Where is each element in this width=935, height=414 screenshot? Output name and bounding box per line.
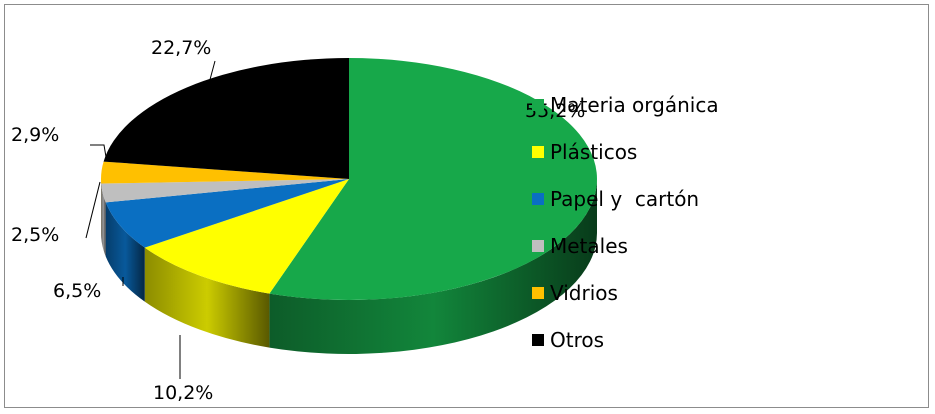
legend-swatch	[532, 239, 544, 252]
data-label-plasticos: 10,2%	[153, 382, 213, 404]
pie-top	[101, 58, 597, 300]
legend-swatch	[532, 333, 544, 346]
data-label-metales: 2,5%	[11, 224, 59, 246]
pie-chart: 55,2%10,2%6,5%2,5%2,9%22,7%	[11, 37, 597, 404]
legend-item-papel-y-carton: Papel y cartón	[532, 175, 719, 222]
legend-swatch	[532, 192, 544, 205]
legend: Materia orgánica Plásticos Papel y cartón M…	[532, 81, 719, 363]
leader-line-metales	[85, 181, 101, 239]
legend-item-otros: Otros	[532, 316, 719, 363]
legend-item-materia-organica: Materia orgánica	[532, 81, 719, 128]
legend-label: Metales	[550, 233, 628, 258]
leader-line-otros	[207, 60, 216, 88]
legend-item-plasticos: Plásticos	[532, 128, 719, 175]
slice-side-papel-y-carton	[105, 202, 145, 302]
slice-materia-organica	[269, 58, 597, 300]
legend-label: Materia orgánica	[550, 92, 719, 117]
legend-label: Papel y cartón	[550, 186, 700, 211]
legend-item-metales: Metales	[532, 222, 719, 269]
data-label-otros: 22,7%	[151, 37, 211, 59]
legend-swatch	[532, 98, 544, 111]
legend-swatch	[532, 286, 544, 299]
slice-metales	[101, 179, 349, 203]
legend-label: Plásticos	[550, 139, 638, 164]
data-label-papel-y-carton: 6,5%	[53, 280, 101, 302]
slice-side-materia-organica	[269, 179, 597, 354]
slice-plasticos	[144, 179, 349, 294]
slice-otros	[103, 58, 350, 179]
slice-papel-y-carton	[105, 179, 350, 248]
legend-item-vidrios: Vidrios	[532, 269, 719, 316]
legend-label: Otros	[550, 327, 605, 352]
legend-swatch	[532, 145, 544, 158]
legend-label: Vidrios	[550, 280, 618, 305]
slice-vidrios	[101, 161, 350, 184]
leader-line-vidrios	[90, 144, 107, 158]
slice-side-metales	[101, 183, 106, 257]
chart-frame: 55,2% 10,2% 6,5% 2,5% 2,9% 22,7% Materia orgá…	[4, 4, 929, 408]
pie-sides	[101, 179, 597, 354]
data-label-vidrios: 2,9%	[11, 124, 59, 146]
slice-side-plasticos	[144, 247, 270, 348]
